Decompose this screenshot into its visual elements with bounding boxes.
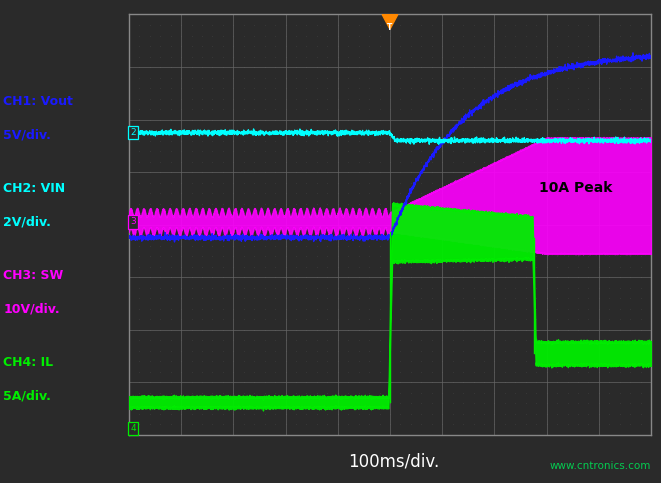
Text: 10A Peak: 10A Peak — [539, 181, 612, 195]
Text: 3: 3 — [130, 217, 136, 227]
Text: T: T — [387, 23, 393, 31]
Text: 5A/div.: 5A/div. — [3, 390, 51, 402]
Polygon shape — [382, 14, 398, 29]
Text: www.cntronics.com: www.cntronics.com — [550, 461, 651, 471]
Text: 4: 4 — [130, 424, 136, 433]
Text: 5V/div.: 5V/div. — [3, 129, 51, 142]
Text: 100ms/div.: 100ms/div. — [348, 453, 439, 471]
Text: 2: 2 — [130, 128, 136, 137]
Text: 10V/div.: 10V/div. — [3, 303, 60, 315]
Text: CH2: VIN: CH2: VIN — [3, 182, 65, 195]
Text: CH1: Vout: CH1: Vout — [3, 95, 73, 108]
Text: 2V/div.: 2V/div. — [3, 216, 51, 228]
Text: CH3: SW: CH3: SW — [3, 269, 63, 282]
Text: CH4: IL: CH4: IL — [3, 356, 54, 369]
